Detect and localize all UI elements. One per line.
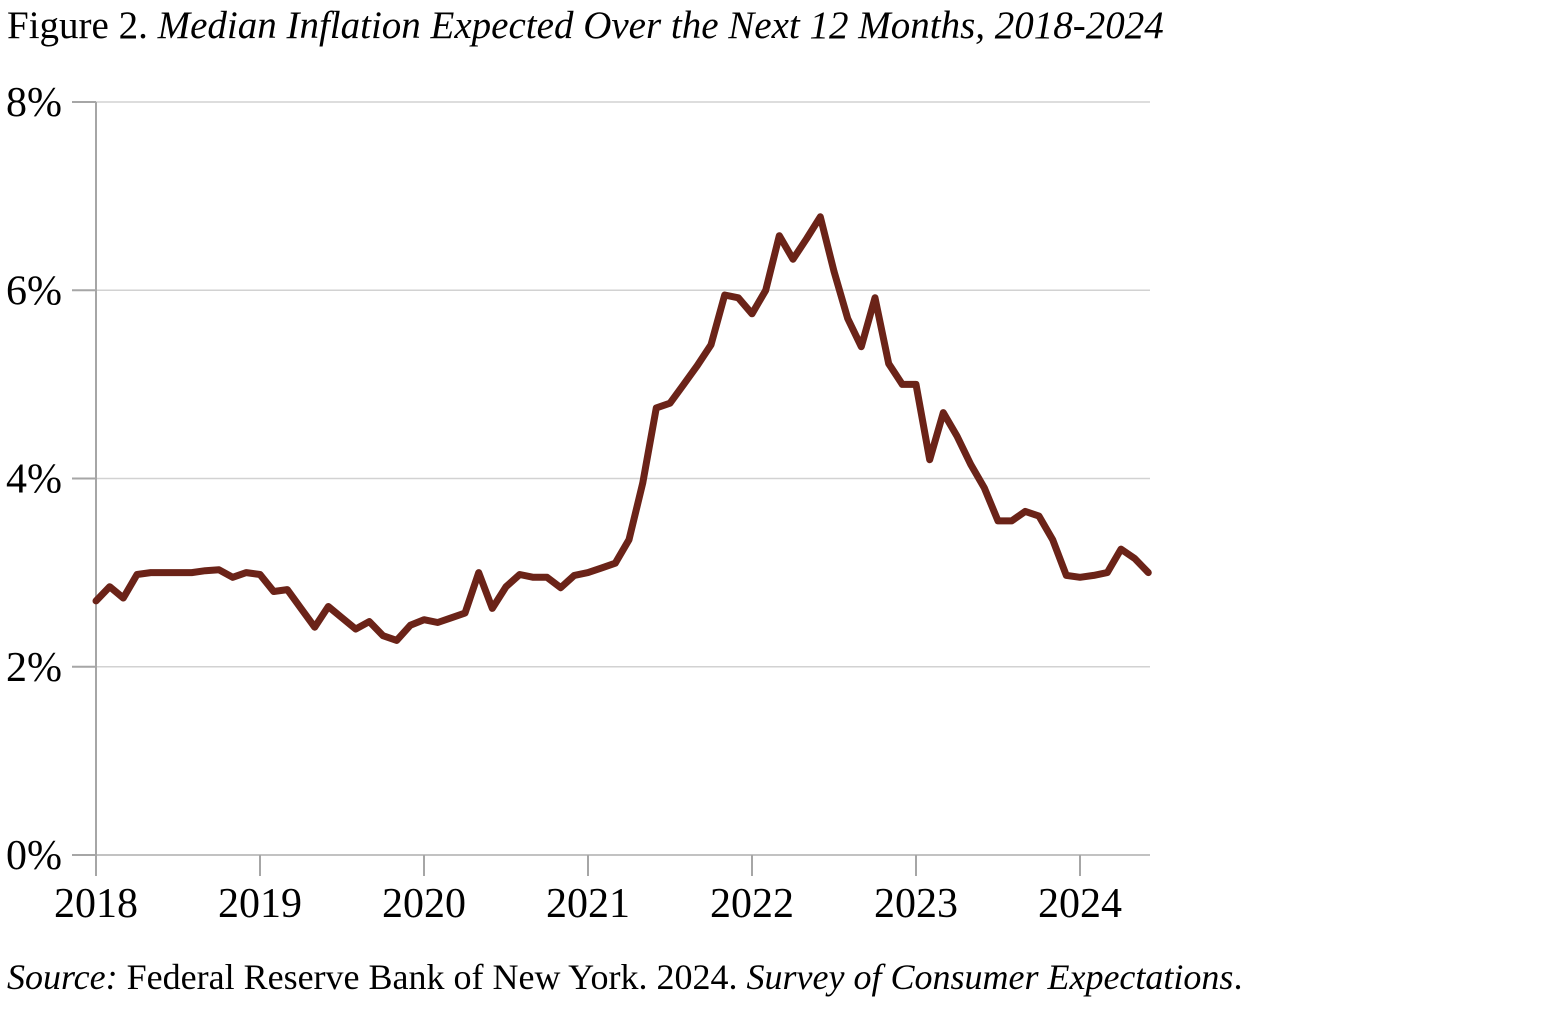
source-note: Source: Federal Reserve Bank of New York… — [7, 956, 1242, 998]
x-axis-label: 2022 — [710, 881, 794, 927]
source-label: Source: — [7, 957, 118, 997]
y-axis-label: 8% — [6, 80, 62, 126]
x-axis-label: 2021 — [546, 881, 630, 927]
figure-caption: Figure 2. Median Inflation Expected Over… — [7, 3, 1164, 48]
source-survey-name: Survey of Consumer Expectations — [746, 957, 1234, 997]
x-axis-label: 2024 — [1038, 881, 1122, 927]
x-axis-label: 2018 — [54, 881, 138, 927]
x-axis-label: 2020 — [382, 881, 466, 927]
figure-title-text: Median Inflation Expected Over the Next … — [147, 4, 1164, 47]
y-axis-label: 2% — [6, 645, 62, 691]
x-axis-label: 2023 — [874, 881, 958, 927]
y-axis-label: 0% — [6, 833, 62, 879]
figure-number: Figure 2. — [7, 4, 148, 47]
x-axis-label: 2019 — [218, 881, 302, 927]
inflation-expectations-line — [92, 213, 1152, 644]
source-period: . — [1233, 957, 1243, 997]
y-axis-label: 6% — [6, 268, 62, 314]
source-publisher: Federal Reserve Bank of New York. 2024. — [117, 957, 747, 997]
y-axis-label: 4% — [6, 457, 62, 503]
